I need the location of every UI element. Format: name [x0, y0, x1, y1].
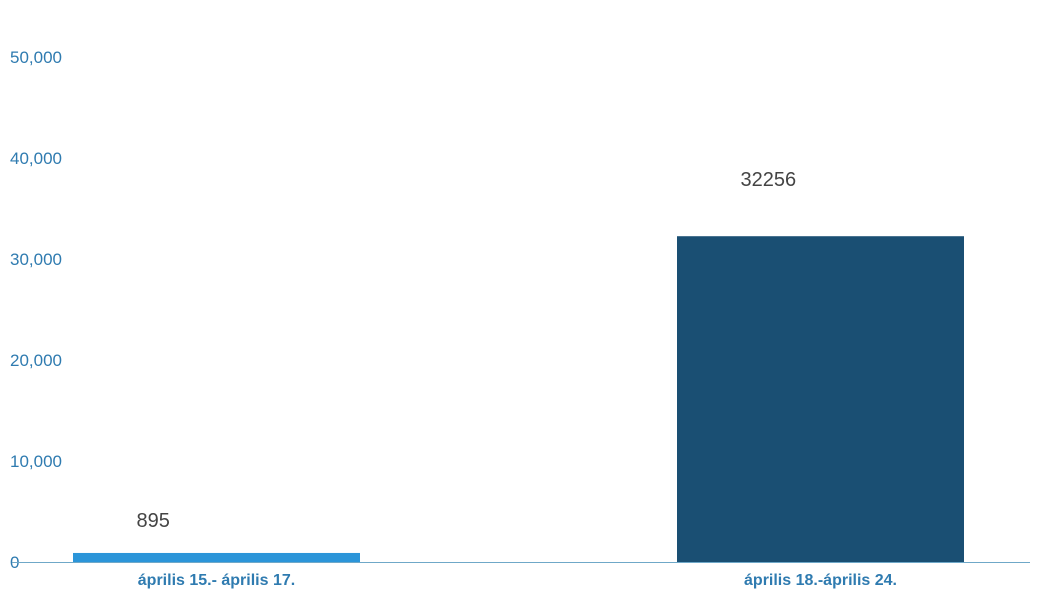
bar: [73, 552, 360, 562]
data-labels: 895 32256: [137, 169, 797, 532]
x-category-label: április 15.- április 17.: [138, 572, 295, 589]
y-tick-label: 40,000: [10, 149, 62, 168]
data-label: 32256: [741, 169, 797, 191]
x-axis-category-labels: április 15.- április 17. április 18.-ápri…: [138, 572, 897, 589]
y-tick-label: 20,000: [10, 351, 62, 370]
bars: [73, 236, 964, 562]
bar: [677, 236, 964, 562]
y-tick-label: 50,000: [10, 48, 62, 67]
y-tick-label: 30,000: [10, 250, 62, 269]
x-category-label: április 18.-április 24.: [744, 572, 897, 589]
y-tick-label: 10,000: [10, 452, 62, 471]
data-label: 895: [137, 510, 170, 532]
